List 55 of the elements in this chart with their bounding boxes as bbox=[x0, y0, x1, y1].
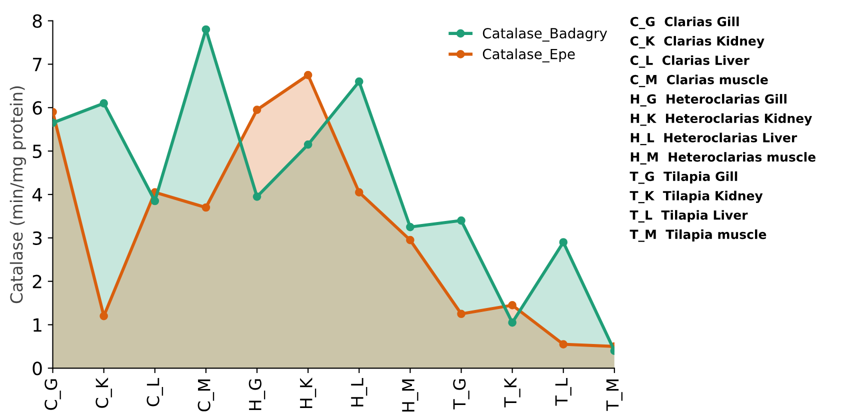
x-tick-label: H_M bbox=[402, 380, 418, 412]
text: H_L Heteroclarias Liver bbox=[630, 132, 798, 146]
x-tick-label: C_M bbox=[198, 380, 214, 412]
y-tick-label: 5 bbox=[32, 144, 42, 158]
x-tick-label: T_M bbox=[606, 380, 622, 411]
text: H_K Heteroclarias Kidney bbox=[630, 113, 812, 126]
x-tick-label: T_G bbox=[453, 379, 470, 410]
point bbox=[508, 301, 516, 310]
point bbox=[354, 188, 364, 196]
y-tick-label: 2 bbox=[32, 274, 42, 288]
text: C_G Clarias Gill bbox=[630, 16, 739, 30]
y-axis-title: Catalase (min/mg protein) bbox=[10, 86, 26, 304]
y-tick-label: 1 bbox=[34, 318, 42, 332]
legend-label: Catalase_Badagry bbox=[482, 28, 608, 42]
text: C_M Clarias muscle bbox=[630, 74, 768, 88]
point bbox=[406, 222, 414, 232]
x-tick-label: H_G bbox=[248, 379, 266, 410]
point bbox=[559, 238, 568, 246]
x-tick-label: C_G bbox=[44, 379, 61, 410]
text: T_L Tilapia Liver bbox=[630, 210, 748, 223]
legend-label: Catalase_Epe bbox=[482, 48, 575, 62]
y-tick-label: 7 bbox=[33, 58, 42, 72]
y-tick-label: 6 bbox=[32, 101, 42, 115]
point bbox=[354, 77, 364, 86]
y-tick-label: 3 bbox=[32, 231, 42, 246]
point bbox=[304, 70, 312, 80]
text: T_K Tilapia Kidney bbox=[630, 190, 763, 204]
point bbox=[559, 340, 568, 348]
text: H_M Heteroclarias muscle bbox=[630, 152, 816, 164]
y-tick-label: 0 bbox=[32, 362, 42, 376]
text: C_K Clarias Kidney bbox=[630, 36, 764, 48]
point bbox=[406, 236, 414, 244]
point bbox=[252, 106, 262, 114]
text: T_G Tilapia Gill bbox=[630, 171, 738, 184]
x-tick-label: T_L bbox=[555, 378, 572, 406]
x-tick-label: H_K bbox=[300, 378, 316, 408]
point bbox=[100, 99, 108, 108]
x-tick-label: C_K bbox=[96, 378, 112, 408]
point bbox=[100, 312, 108, 320]
x-tick-label: C_L bbox=[146, 378, 164, 406]
point bbox=[508, 318, 516, 327]
point bbox=[252, 192, 262, 201]
y-tick-label: 8 bbox=[32, 14, 42, 28]
point bbox=[202, 25, 210, 34]
point bbox=[457, 310, 466, 318]
y-tick-label: 4 bbox=[32, 188, 42, 202]
point bbox=[150, 196, 160, 206]
x-tick-label: T_K bbox=[504, 378, 520, 408]
x-tick-label: H_L bbox=[351, 378, 368, 406]
text: T_M Tilapia muscle bbox=[630, 229, 766, 242]
text: H_G Heteroclarias Gill bbox=[630, 94, 786, 106]
point bbox=[202, 203, 210, 212]
point bbox=[304, 140, 312, 149]
point bbox=[457, 216, 466, 225]
text: C_L Clarias Liver bbox=[630, 55, 750, 68]
